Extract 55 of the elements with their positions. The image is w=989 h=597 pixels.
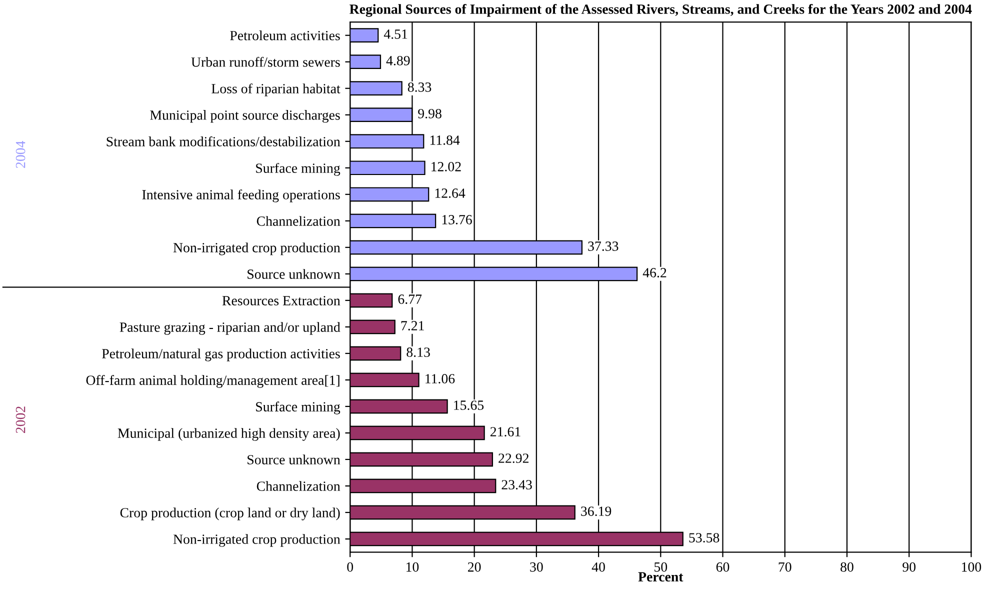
x-tick-label: 40 <box>592 562 605 572</box>
data-label: 37.33 <box>588 242 618 251</box>
y-tick-label: Intensive animal feeding operations <box>142 189 340 202</box>
y-tick-label: Stream bank modifications/destabilization <box>106 136 340 146</box>
y-tick-label: Resources Extraction <box>222 296 340 306</box>
data-label: 12.64 <box>435 188 466 198</box>
y-tick-label: Surface mining <box>256 162 340 176</box>
data-label: 4.51 <box>384 30 408 39</box>
data-label: 46.2 <box>642 268 666 278</box>
y-tick-label: Channelization <box>256 481 340 491</box>
data-label: 7.21 <box>401 321 424 330</box>
data-label: 4.89 <box>386 56 410 66</box>
x-tick-label: 100 <box>962 562 982 572</box>
y-tick-label: Pasture grazing - riparian and/or upland <box>120 322 340 335</box>
y-tick-label: Municipal (urbanized high density area) <box>118 428 340 441</box>
data-label: 53.58 <box>689 533 720 543</box>
text: 2002 <box>16 406 26 433</box>
data-label: 22.92 <box>498 454 528 463</box>
data-label: 12.02 <box>432 162 461 172</box>
data-label: 15.65 <box>454 400 484 410</box>
data-label: 11.84 <box>430 135 460 145</box>
x-tick-label: 10 <box>406 562 419 572</box>
data-label: 9.98 <box>418 108 442 118</box>
x-tick-label: 30 <box>530 562 543 572</box>
x-tick-label: 80 <box>840 562 854 572</box>
y-tick-label: Municipal point source discharges <box>150 110 340 123</box>
data-label: 8.13 <box>406 348 430 357</box>
y-tick-label: Off-farm animal holding/management area[1] <box>86 375 340 388</box>
data-label: 13.76 <box>442 215 472 224</box>
y-tick-label: Urban runoff/storm sewers <box>191 56 340 67</box>
y-tick-label: Petroleum activities <box>230 30 340 40</box>
x-tick-label: 0 <box>347 562 354 572</box>
y-tick-label: Surface mining <box>256 402 340 414</box>
x-tick-label: 20 <box>468 562 481 572</box>
y-tick-label: Source unknown <box>248 269 340 279</box>
data-label: 6.77 <box>398 294 422 304</box>
data-label: 36.19 <box>581 506 612 516</box>
y-tick-label: Non-irrigated crop production <box>173 534 340 547</box>
y-tick-label: Petroleum/natural gas production activities <box>102 348 340 362</box>
data-label: 21.61 <box>490 427 520 436</box>
x-tick-label: 50 <box>654 562 668 572</box>
data-label: 23.43 <box>502 480 532 490</box>
data-label: 11.06 <box>426 374 455 384</box>
y-tick-label: Channelization <box>256 216 340 226</box>
text: 2004 <box>16 140 26 168</box>
x-tick-label: 60 <box>716 562 730 572</box>
x-axis-title: Percent <box>638 572 684 582</box>
y-tick-label: Crop production (crop land or dry land) <box>120 508 340 520</box>
y-tick-label: Source unknown <box>248 454 340 464</box>
data-label: 8.33 <box>408 82 432 92</box>
chart-title: Regional Sources of Impairment of the Assessed Rivers, Streams, and Creeks for the Years 2002 and 2004 <box>350 4 972 17</box>
x-tick-label: 70 <box>778 562 792 572</box>
y-tick-label: Non-irrigated crop production <box>173 242 340 256</box>
x-tick-label: 90 <box>902 562 916 572</box>
y-tick-label: Loss of riparian habitat <box>212 83 340 96</box>
